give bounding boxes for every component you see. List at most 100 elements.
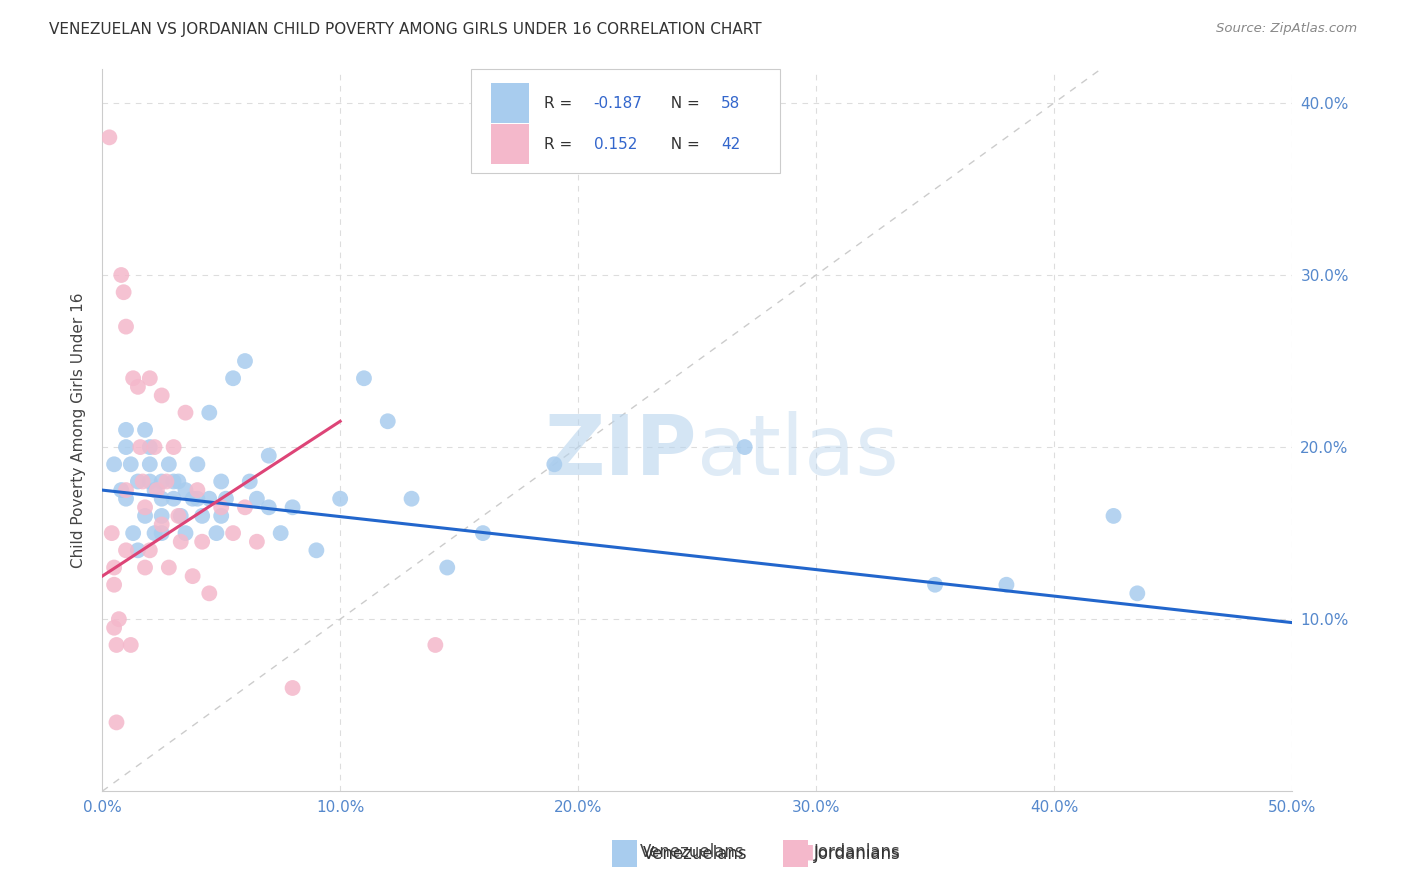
Point	[100, 526, 122, 541]
Point	[239, 475, 262, 489]
Point	[108, 612, 131, 626]
Point	[150, 508, 173, 523]
Point	[215, 491, 238, 506]
Text: Venezuelans: Venezuelans	[643, 845, 747, 863]
Point	[167, 475, 190, 489]
Point	[191, 534, 214, 549]
Point	[143, 526, 166, 541]
Text: ▪: ▪	[794, 838, 815, 866]
Point	[150, 526, 173, 541]
Point	[134, 500, 156, 515]
Point	[115, 423, 138, 437]
Point	[150, 475, 173, 489]
Point	[150, 491, 173, 506]
Point	[471, 526, 494, 541]
Point	[167, 508, 190, 523]
Point	[139, 475, 162, 489]
Point	[127, 475, 149, 489]
Point	[270, 526, 292, 541]
Point	[181, 569, 204, 583]
Point	[329, 491, 352, 506]
Point	[257, 500, 280, 515]
Point	[115, 483, 138, 497]
FancyBboxPatch shape	[491, 124, 529, 164]
Text: Source: ZipAtlas.com: Source: ZipAtlas.com	[1216, 22, 1357, 36]
Point	[139, 371, 162, 385]
Text: N =: N =	[661, 95, 704, 111]
Point	[139, 458, 162, 472]
Point	[246, 534, 269, 549]
Point	[110, 268, 132, 282]
Point	[103, 560, 125, 574]
Point	[222, 526, 245, 541]
Point	[112, 285, 135, 300]
Point	[162, 440, 184, 454]
Point	[186, 491, 208, 506]
Point	[174, 406, 197, 420]
Point	[103, 578, 125, 592]
Point	[425, 638, 447, 652]
Point	[155, 475, 177, 489]
Point	[139, 440, 162, 454]
Point	[134, 508, 156, 523]
Point	[198, 586, 221, 600]
Point	[209, 508, 232, 523]
Point	[233, 500, 256, 515]
Text: R =: R =	[544, 136, 582, 152]
Point	[233, 354, 256, 368]
Point	[143, 440, 166, 454]
Text: 58: 58	[721, 95, 740, 111]
Point	[305, 543, 328, 558]
Point	[377, 414, 399, 428]
Point	[205, 526, 228, 541]
Point	[105, 638, 128, 652]
Point	[146, 483, 169, 497]
Point	[222, 371, 245, 385]
Point	[186, 458, 208, 472]
Text: 42: 42	[721, 136, 740, 152]
Point	[436, 560, 458, 574]
Point	[127, 380, 149, 394]
Point	[170, 508, 193, 523]
Text: ▪: ▪	[619, 838, 640, 866]
Point	[174, 526, 197, 541]
Point	[115, 543, 138, 558]
Point	[115, 491, 138, 506]
Point	[150, 388, 173, 402]
Point	[157, 560, 180, 574]
Point	[162, 491, 184, 506]
Point	[1102, 508, 1125, 523]
Point	[103, 621, 125, 635]
Text: -0.187: -0.187	[593, 95, 643, 111]
Point	[734, 440, 756, 454]
Point	[401, 491, 423, 506]
Point	[115, 319, 138, 334]
Point	[198, 491, 221, 506]
Point	[209, 500, 232, 515]
Point	[120, 458, 142, 472]
Text: N =: N =	[661, 136, 704, 152]
Text: Venezuelans: Venezuelans	[640, 843, 744, 861]
Point	[110, 483, 132, 497]
Point	[129, 440, 152, 454]
Point	[543, 458, 565, 472]
Text: VENEZUELAN VS JORDANIAN CHILD POVERTY AMONG GIRLS UNDER 16 CORRELATION CHART: VENEZUELAN VS JORDANIAN CHILD POVERTY AM…	[49, 22, 762, 37]
Point	[134, 423, 156, 437]
Point	[170, 534, 193, 549]
Point	[281, 681, 304, 695]
Point	[209, 475, 232, 489]
Point	[186, 483, 208, 497]
Point	[162, 475, 184, 489]
Point	[139, 543, 162, 558]
FancyBboxPatch shape	[491, 83, 529, 123]
Text: ZIP: ZIP	[544, 411, 697, 492]
Text: Jordanians: Jordanians	[814, 843, 901, 861]
Point	[924, 578, 946, 592]
Point	[98, 130, 121, 145]
Point	[174, 483, 197, 497]
Point	[143, 483, 166, 497]
Point	[122, 526, 145, 541]
Point	[122, 371, 145, 385]
Y-axis label: Child Poverty Among Girls Under 16: Child Poverty Among Girls Under 16	[72, 292, 86, 567]
Point	[353, 371, 375, 385]
